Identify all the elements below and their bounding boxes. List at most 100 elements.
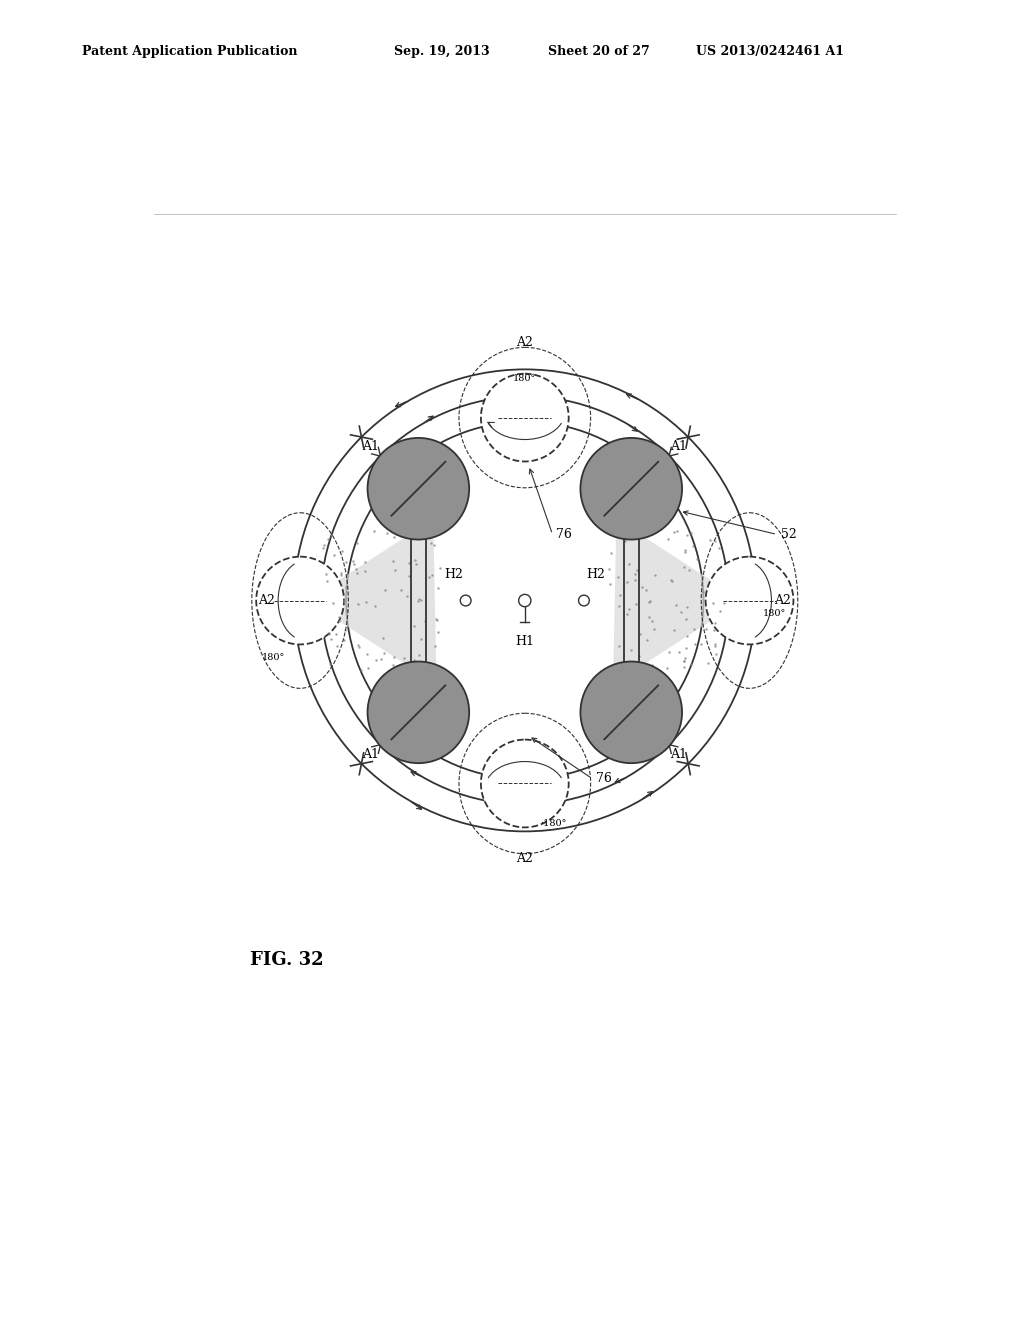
- Point: [398, 661, 415, 682]
- Point: [367, 595, 383, 616]
- Point: [379, 523, 395, 544]
- Point: [358, 643, 375, 664]
- Point: [412, 589, 428, 610]
- Point: [673, 602, 689, 623]
- Point: [677, 647, 693, 668]
- Point: [393, 579, 410, 601]
- Point: [333, 565, 349, 586]
- Point: [624, 639, 640, 660]
- Text: US 2013/0242461 A1: US 2013/0242461 A1: [696, 45, 845, 58]
- Point: [708, 644, 724, 665]
- Point: [603, 543, 620, 564]
- Point: [679, 626, 695, 647]
- Point: [662, 642, 678, 663]
- Point: [678, 609, 694, 630]
- Text: 76: 76: [596, 772, 611, 785]
- Circle shape: [481, 739, 568, 828]
- Point: [677, 540, 693, 561]
- Point: [429, 610, 445, 631]
- Point: [314, 539, 331, 560]
- Point: [612, 585, 629, 606]
- Point: [336, 589, 352, 610]
- Point: [623, 659, 639, 680]
- Text: 180°: 180°: [513, 374, 537, 383]
- Point: [640, 591, 656, 612]
- Point: [668, 594, 684, 615]
- Point: [711, 537, 727, 558]
- Point: [602, 573, 618, 594]
- Point: [356, 552, 373, 573]
- Point: [644, 655, 660, 676]
- Point: [385, 550, 401, 572]
- Point: [706, 619, 722, 640]
- Point: [685, 536, 701, 557]
- Point: [430, 578, 446, 599]
- Point: [664, 569, 680, 590]
- Point: [622, 553, 638, 574]
- Point: [395, 648, 412, 669]
- Point: [682, 653, 698, 675]
- Text: FIG. 32: FIG. 32: [250, 952, 324, 969]
- Point: [605, 657, 622, 678]
- Point: [377, 579, 393, 601]
- Point: [418, 610, 434, 631]
- Point: [336, 591, 352, 612]
- Point: [629, 593, 645, 614]
- Point: [708, 612, 724, 634]
- Text: A1: A1: [670, 747, 687, 760]
- Point: [683, 523, 699, 544]
- Point: [627, 569, 643, 590]
- Point: [323, 628, 339, 649]
- Point: [638, 579, 654, 601]
- Point: [406, 615, 422, 636]
- Point: [621, 598, 637, 619]
- Point: [629, 660, 645, 681]
- Point: [386, 560, 402, 581]
- Point: [432, 557, 449, 578]
- Point: [620, 603, 636, 624]
- Point: [407, 649, 423, 671]
- Point: [331, 606, 347, 627]
- Point: [687, 634, 703, 655]
- Point: [601, 521, 617, 543]
- Point: [610, 566, 627, 587]
- Point: [329, 635, 345, 656]
- Point: [319, 570, 336, 591]
- Point: [321, 623, 337, 644]
- Point: [325, 593, 341, 614]
- Point: [426, 535, 442, 556]
- Point: [613, 661, 630, 682]
- Point: [664, 572, 680, 593]
- Circle shape: [481, 374, 568, 462]
- Point: [669, 520, 685, 541]
- Point: [676, 656, 692, 677]
- Point: [707, 634, 723, 655]
- Point: [375, 627, 391, 648]
- Text: 180°: 180°: [262, 653, 286, 663]
- Text: A2: A2: [516, 335, 534, 348]
- Point: [357, 591, 374, 612]
- Point: [629, 560, 645, 581]
- Point: [697, 619, 714, 640]
- Point: [338, 577, 354, 598]
- Point: [376, 643, 392, 664]
- Point: [338, 552, 354, 573]
- Point: [641, 607, 657, 628]
- Point: [666, 521, 682, 543]
- Point: [336, 630, 352, 651]
- Circle shape: [581, 438, 682, 540]
- Point: [379, 517, 395, 539]
- Circle shape: [256, 557, 344, 644]
- Point: [676, 651, 692, 672]
- Point: [408, 553, 424, 574]
- Point: [689, 548, 706, 569]
- Point: [679, 524, 695, 545]
- Text: A2: A2: [516, 851, 534, 865]
- Text: A1: A1: [670, 440, 687, 453]
- Point: [348, 532, 365, 553]
- Point: [620, 572, 636, 593]
- Point: [427, 635, 443, 656]
- Text: A1: A1: [362, 747, 380, 760]
- Circle shape: [460, 595, 471, 606]
- Point: [611, 635, 628, 656]
